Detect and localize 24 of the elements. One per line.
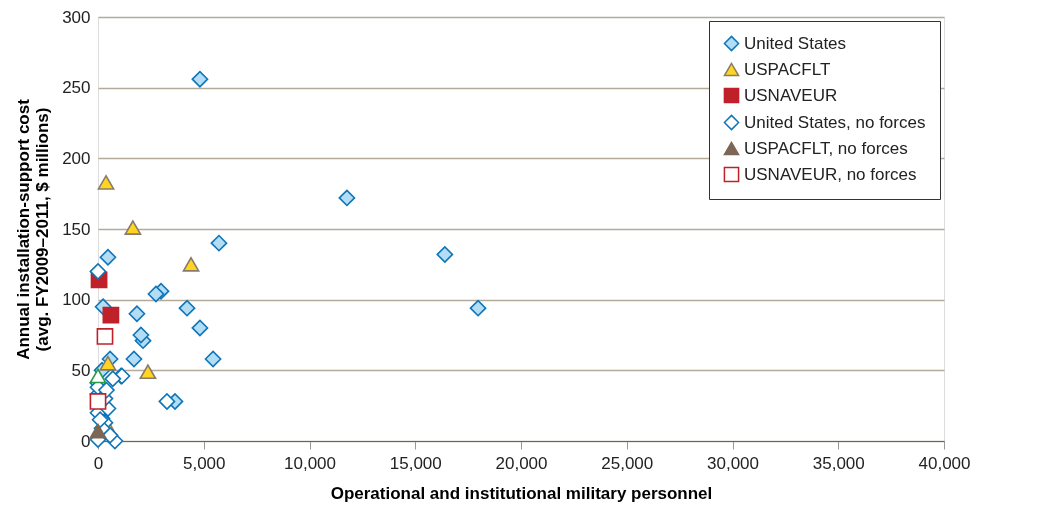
x-tick-label: 35,000 (812, 453, 865, 473)
x-tick-label: 25,000 (601, 453, 654, 473)
x-tick-label: 30,000 (707, 453, 759, 473)
y-axis-title: Annual installation-support cost (avg. FY2009–2011, $ millions) (14, 98, 53, 360)
legend-label: USPACFLT (744, 59, 831, 79)
x-tick-label: 40,000 (918, 453, 971, 473)
y-tick-label: 0 (81, 431, 91, 451)
y-tick-label: 100 (62, 290, 91, 310)
y-tick-label: 150 (62, 219, 91, 239)
x-tick-label: 15,000 (389, 453, 442, 473)
y-tick-label: 300 (62, 7, 91, 27)
legend-label: United States, no forces (744, 112, 926, 132)
x-tick-label: 5,000 (182, 453, 226, 473)
legend-label: USNAVEUR (744, 85, 838, 105)
x-tick-label: 10,000 (284, 453, 336, 473)
legend-label: USPACFLT, no forces (744, 138, 908, 158)
legend-label: USNAVEUR, no forces (744, 164, 917, 184)
x-tick-label: 0 (93, 453, 104, 473)
legend-label: United States (744, 33, 847, 53)
x-axis-title: Operational and institutional military personnel (330, 483, 713, 503)
x-tick-label: 20,000 (495, 453, 548, 473)
y-tick-label: 50 (71, 360, 91, 380)
y-tick-label: 200 (62, 148, 91, 168)
y-tick-label: 250 (62, 78, 91, 98)
